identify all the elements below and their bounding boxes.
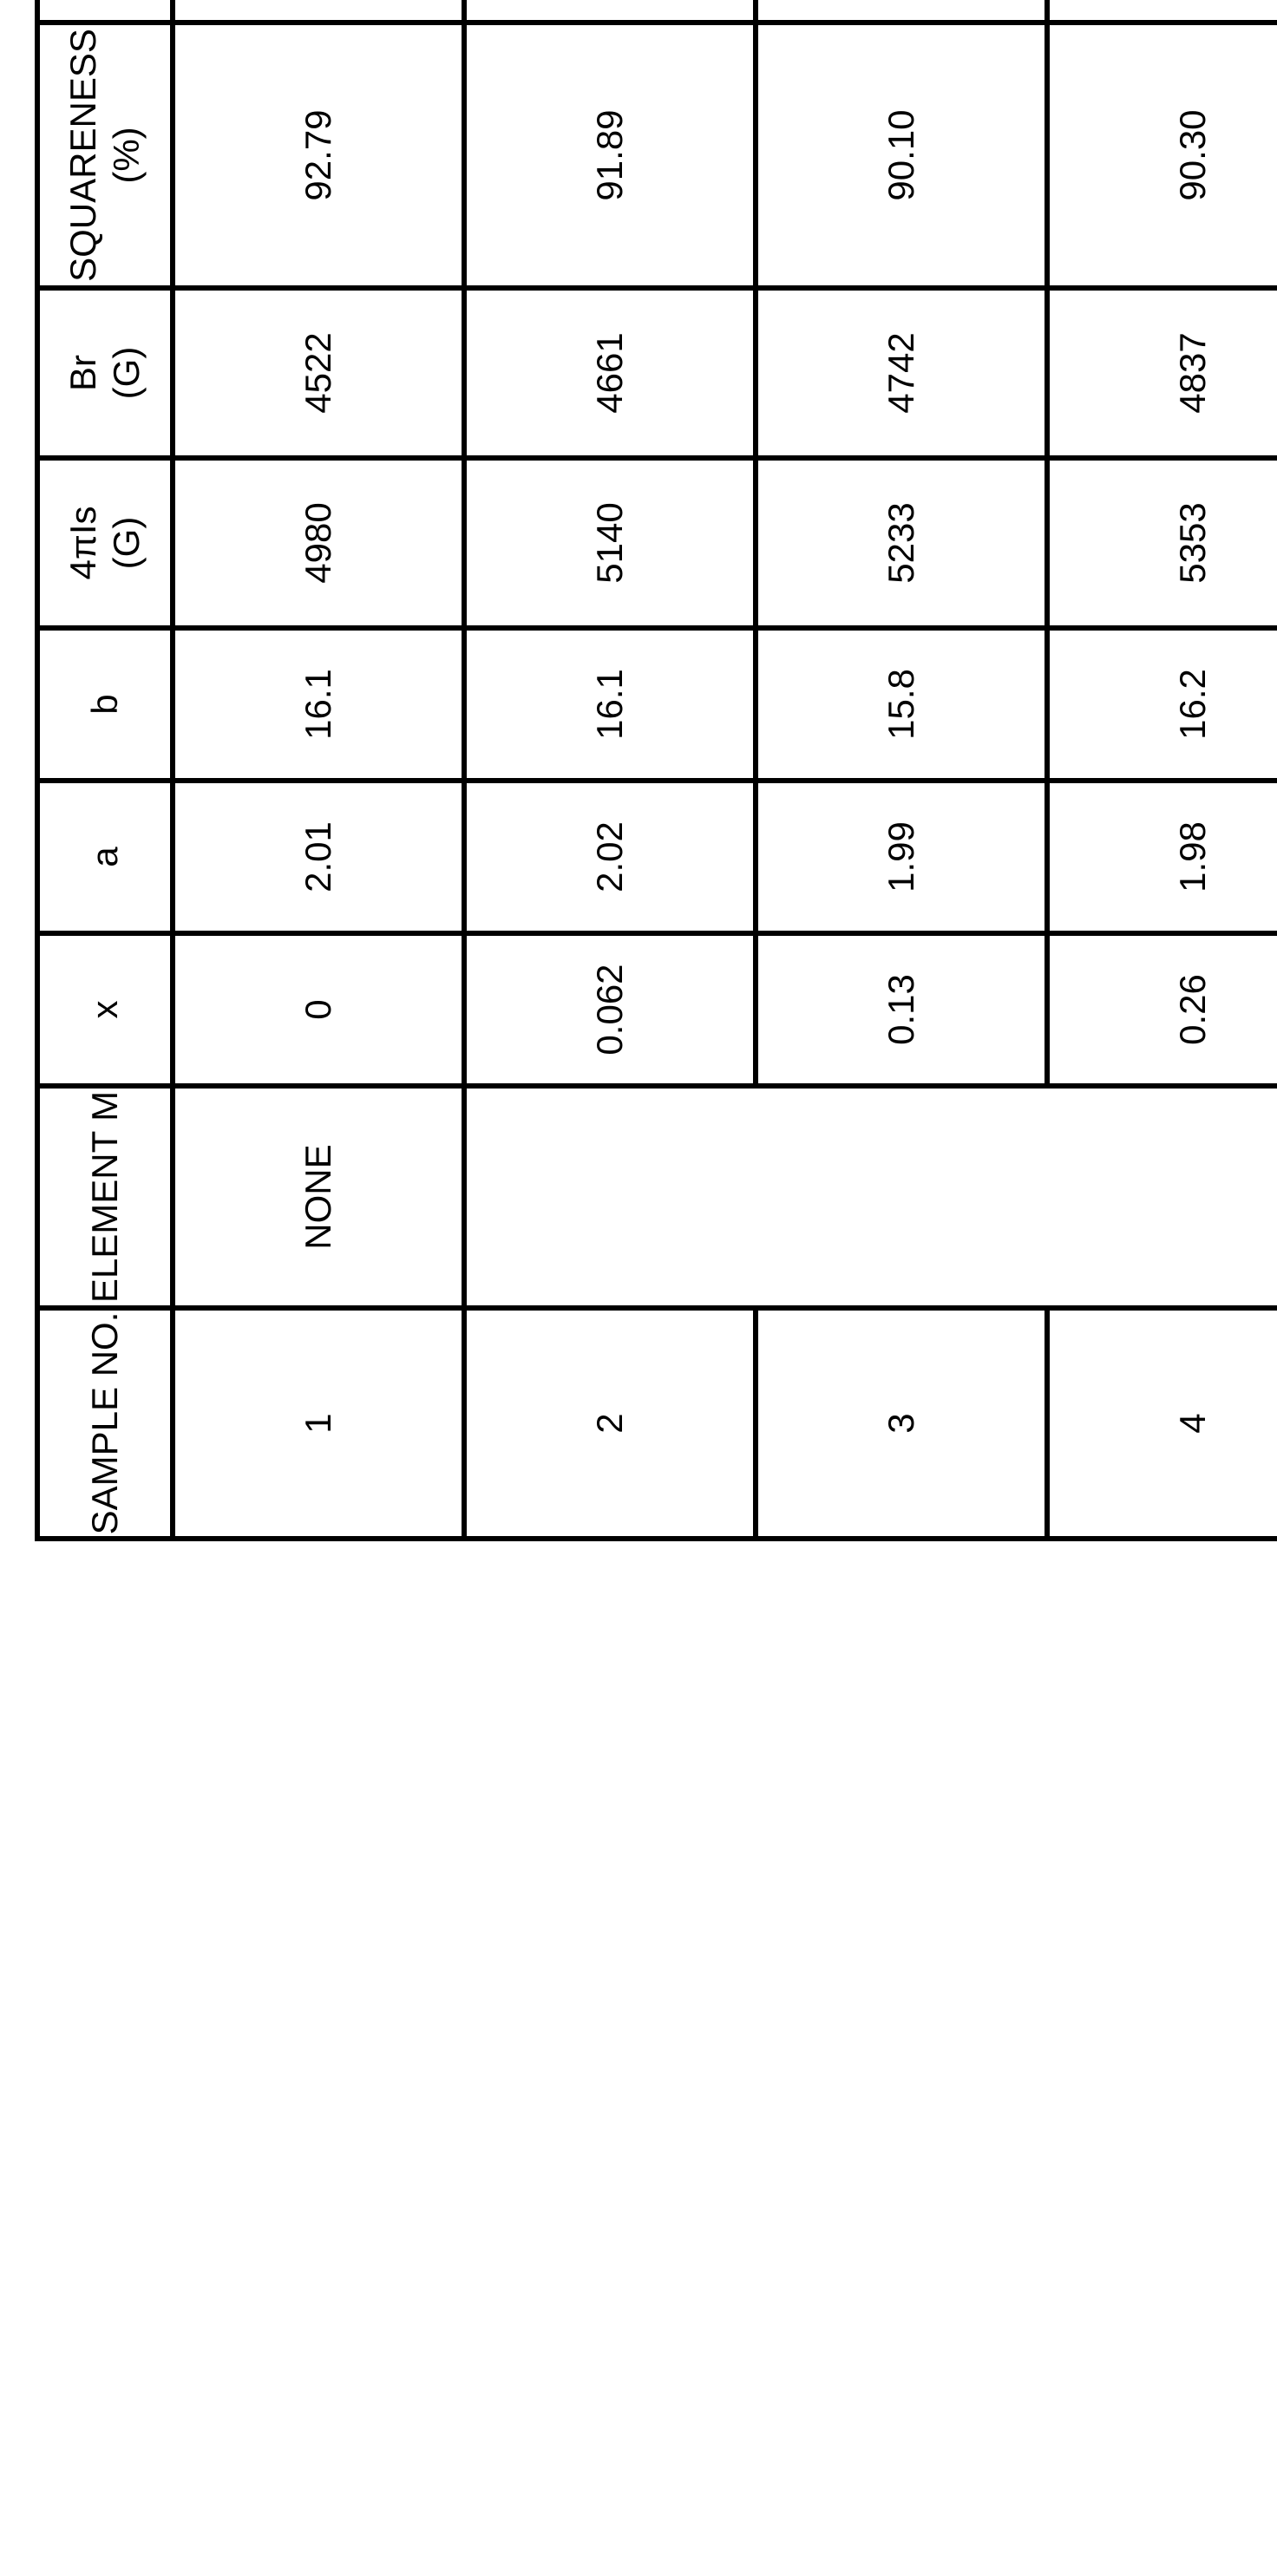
- cell-value: 90.10: [881, 109, 921, 200]
- column-header-sub: (G): [106, 347, 147, 400]
- col-element-m: ELEMENT M: [84, 1091, 125, 1303]
- cell-value: 2.02: [589, 821, 630, 892]
- table-cell: 1.99: [756, 781, 1047, 933]
- table-cell: 3: [756, 1308, 1047, 1539]
- cell-value: 1.98: [1172, 821, 1213, 892]
- cell-value: 5353: [1172, 502, 1213, 583]
- table-row: 1NONE02.0116.14980452292.7994.795.84: [173, 0, 464, 1539]
- table-cell: 1.98: [1047, 781, 1277, 933]
- table-cell: 2.01: [173, 781, 464, 933]
- table-cell: 92.79: [173, 23, 464, 288]
- table-cell: 94.7: [173, 0, 464, 23]
- table-rotated-container: SAMPLE NO.ELEMENT Mxab4πIs(G)Br(G)SQUARE…: [35, 115, 1277, 1541]
- cell-value: 0.13: [881, 974, 921, 1045]
- data-table: SAMPLE NO.ELEMENT Mxab4πIs(G)Br(G)SQUARE…: [35, 0, 1277, 1541]
- table-cell: 5233: [756, 458, 1047, 628]
- table-cell: 94.8: [756, 0, 1047, 23]
- table-cell: 4: [1047, 1308, 1277, 1539]
- table-row: 30.131.9915.85233474290.1094.895.62: [756, 0, 1047, 1539]
- cell-value: 5233: [881, 502, 921, 583]
- table-cell: 4837: [1047, 288, 1277, 458]
- table-cell: 5140: [464, 458, 756, 628]
- table-cell: 1: [173, 1308, 464, 1539]
- cell-value: 91.89: [589, 109, 630, 200]
- column-header: a: [37, 781, 173, 933]
- table-row: 2Zn0.0622.0216.15140466191.8994.795.71: [464, 0, 756, 1539]
- table-cell: 0.13: [756, 933, 1047, 1086]
- table-cell: 94.7: [1047, 0, 1277, 23]
- column-header-sub: (G): [106, 517, 147, 570]
- cell-value: 0: [298, 999, 338, 1019]
- col-x: x: [84, 1001, 125, 1019]
- cell-value: 90.30: [1172, 109, 1213, 200]
- table-cell: 5353: [1047, 458, 1277, 628]
- table-row: 40.261.9816.25353483790.3094.795.36: [1047, 0, 1277, 1539]
- cell-value: 0.26: [1172, 974, 1213, 1045]
- cell-value: NONE: [298, 1144, 338, 1249]
- column-header: x: [37, 933, 173, 1086]
- column-header: SAMPLE NO.: [37, 1308, 173, 1539]
- cell-value: 3: [881, 1413, 921, 1433]
- table-cell: 16.1: [464, 628, 756, 781]
- cell-value: 2.01: [298, 821, 338, 892]
- cell-value: 5140: [589, 502, 630, 583]
- cell-value: 16.2: [1172, 669, 1213, 740]
- column-header-main: Br: [62, 355, 104, 391]
- col-b: b: [84, 694, 125, 714]
- cell-value: 0.062: [589, 964, 630, 1055]
- cell-value: 4661: [589, 332, 630, 413]
- column-header: b: [37, 628, 173, 781]
- table-cell: 0.062: [464, 933, 756, 1086]
- table-cell: 2.02: [464, 781, 756, 933]
- table-header-row: SAMPLE NO.ELEMENT Mxab4πIs(G)Br(G)SQUARE…: [37, 0, 173, 1539]
- cell-value: 1.99: [881, 821, 921, 892]
- cell-value: 16.1: [589, 669, 630, 740]
- cell-value: 2: [589, 1413, 630, 1433]
- cell-value: 15.8: [881, 669, 921, 740]
- cell-value: 4: [1172, 1413, 1213, 1433]
- cell-value: 4980: [298, 502, 338, 583]
- col-a: a: [84, 847, 125, 866]
- figure-wrapper: Figure 2 SAMPLE NO.ELEMENT Mxab4πIs(G)Br…: [35, 35, 1242, 1541]
- cell-value: 4522: [298, 332, 338, 413]
- column-header-main: 4πIs: [62, 507, 104, 580]
- element-m-cell-merged: Zn: [464, 1086, 1277, 1308]
- table-cell: 2: [464, 1308, 756, 1539]
- table-cell: 90.10: [756, 23, 1047, 288]
- table-cell: 4980: [173, 458, 464, 628]
- col-sample-no: SAMPLE NO.: [84, 1312, 125, 1535]
- table-cell: 4522: [173, 288, 464, 458]
- table-cell: 4742: [756, 288, 1047, 458]
- column-header: 4πIs(G): [37, 458, 173, 628]
- column-header: DENSITY(%): [37, 0, 173, 23]
- table-cell: 94.7: [464, 0, 756, 23]
- cell-value: 16.1: [298, 669, 338, 740]
- cell-value: 1: [298, 1413, 338, 1433]
- column-header: SQUARENESS(%): [37, 23, 173, 288]
- table-cell: 16.1: [173, 628, 464, 781]
- cell-value: 92.79: [298, 109, 338, 200]
- table-cell: 0.26: [1047, 933, 1277, 1086]
- column-header-main: SQUARENESS: [62, 29, 104, 282]
- column-header: Br(G): [37, 288, 173, 458]
- column-header-sub: (%): [106, 127, 147, 183]
- element-m-cell: NONE: [173, 1086, 464, 1308]
- table-cell: 0: [173, 933, 464, 1086]
- table-cell: 90.30: [1047, 23, 1277, 288]
- table-cell: 91.89: [464, 23, 756, 288]
- cell-value: 4742: [881, 332, 921, 413]
- table-cell: 15.8: [756, 628, 1047, 781]
- table-cell: 4661: [464, 288, 756, 458]
- cell-value: 4837: [1172, 332, 1213, 413]
- table-cell: 16.2: [1047, 628, 1277, 781]
- column-header: ELEMENT M: [37, 1086, 173, 1308]
